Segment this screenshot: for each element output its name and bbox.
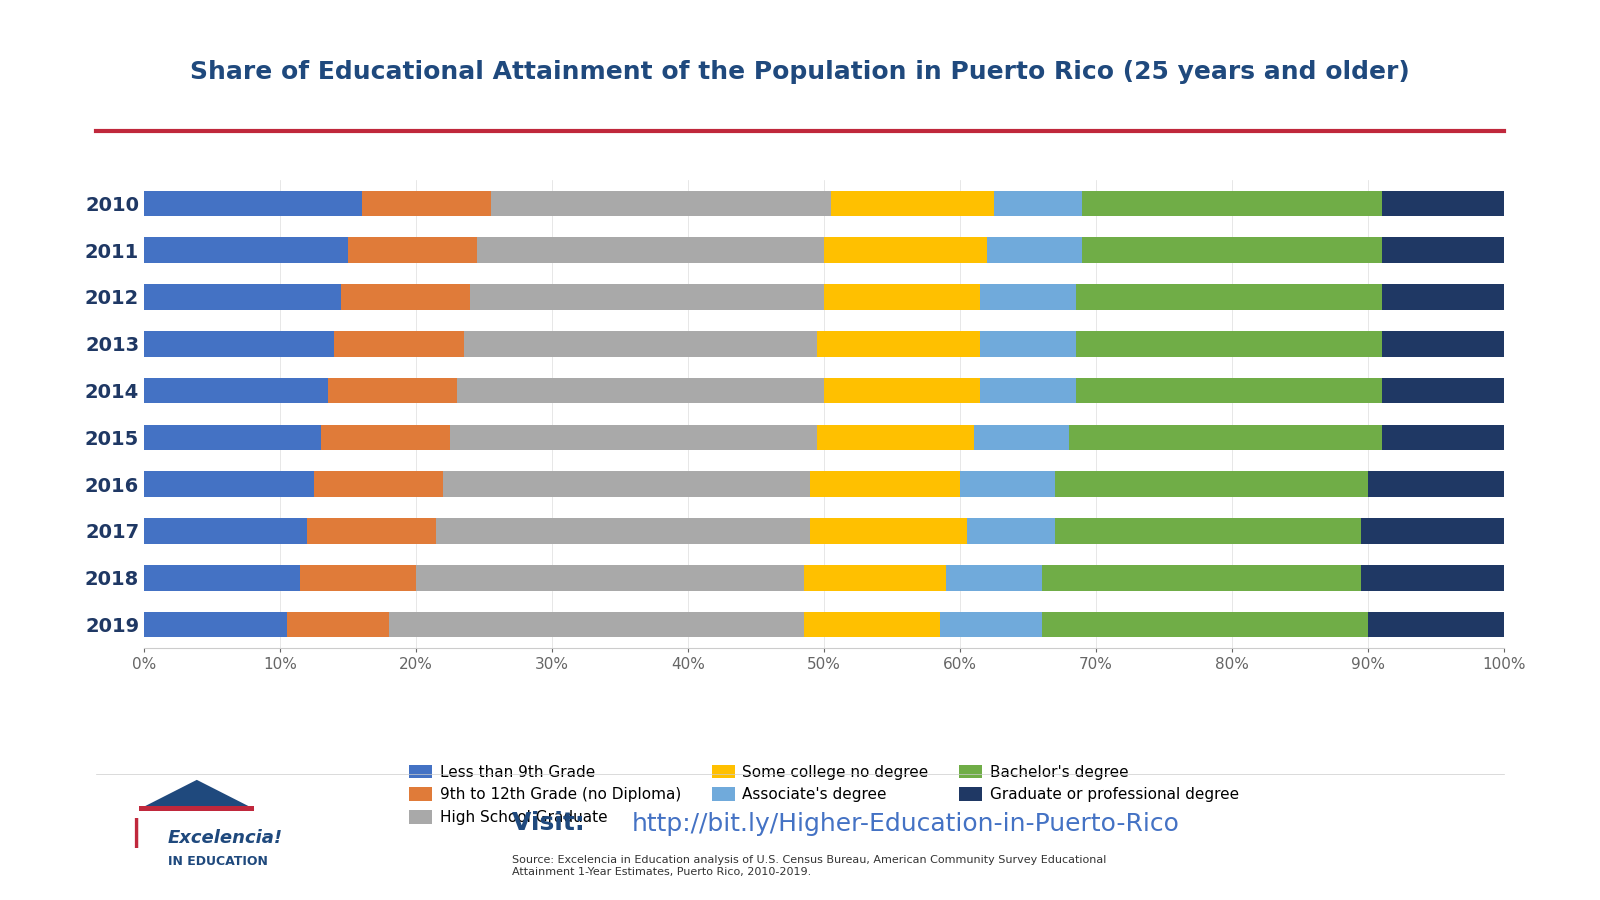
Bar [144, 284, 341, 310]
Bar [987, 238, 1082, 263]
Bar [1075, 331, 1381, 356]
Bar [1083, 191, 1382, 216]
Bar [144, 238, 349, 263]
Bar [1042, 565, 1362, 590]
Text: IN EDUCATION: IN EDUCATION [168, 855, 267, 868]
Bar [810, 472, 960, 497]
Bar [144, 425, 320, 450]
Bar [320, 425, 450, 450]
Bar [1381, 191, 1504, 216]
Bar [830, 191, 994, 216]
Bar [139, 806, 254, 812]
Bar [824, 238, 987, 263]
Bar [144, 518, 307, 544]
Bar [1075, 378, 1381, 403]
Bar [477, 238, 824, 263]
Bar [1381, 425, 1504, 450]
Bar [1368, 472, 1504, 497]
Bar [144, 472, 314, 497]
Legend: Less than 9th Grade, 9th to 12th Grade (no Diploma), High School Graduate, Some : Less than 9th Grade, 9th to 12th Grade (… [403, 759, 1245, 832]
Bar [301, 565, 416, 590]
Bar [362, 191, 491, 216]
Text: Source: Excelencia in Education analysis of U.S. Census Bureau, American Communi: Source: Excelencia in Education analysis… [512, 855, 1106, 877]
Bar [1362, 565, 1504, 590]
Bar [824, 378, 981, 403]
Text: Visit:: Visit: [512, 812, 594, 835]
Bar [341, 284, 470, 310]
Bar [994, 191, 1083, 216]
Bar [1381, 378, 1504, 403]
Bar [464, 331, 818, 356]
Bar [981, 378, 1075, 403]
Bar [450, 425, 818, 450]
Bar [973, 425, 1069, 450]
Bar [1381, 284, 1504, 310]
Bar [1069, 425, 1381, 450]
Bar [307, 518, 437, 544]
Bar [458, 378, 824, 403]
Text: Excelencia!: Excelencia! [168, 830, 283, 848]
Bar [286, 612, 389, 637]
Bar [810, 518, 966, 544]
Bar [1075, 284, 1381, 310]
Bar [349, 238, 477, 263]
Bar [144, 565, 301, 590]
Text: http://bit.ly/Higher-Education-in-Puerto-Rico: http://bit.ly/Higher-Education-in-Puerto… [632, 812, 1179, 835]
Bar [437, 518, 810, 544]
Bar [803, 612, 939, 637]
Bar [1054, 518, 1362, 544]
Bar [981, 331, 1075, 356]
Bar [144, 612, 286, 637]
Bar [803, 565, 947, 590]
Bar [981, 284, 1075, 310]
Bar [314, 472, 443, 497]
Text: Share of Educational Attainment of the Population in Puerto Rico (25 years and o: Share of Educational Attainment of the P… [190, 60, 1410, 84]
Bar [389, 612, 803, 637]
Bar [960, 472, 1056, 497]
Bar [824, 284, 981, 310]
Bar [947, 565, 1042, 590]
Bar [1362, 518, 1504, 544]
Bar [1381, 331, 1504, 356]
Bar [1054, 472, 1368, 497]
Bar [144, 331, 334, 356]
Bar [491, 191, 830, 216]
Polygon shape [139, 779, 254, 809]
Bar [939, 612, 1042, 637]
Bar [328, 378, 458, 403]
Bar [443, 472, 810, 497]
Bar [966, 518, 1056, 544]
Bar [1042, 612, 1368, 637]
Bar [1083, 238, 1382, 263]
Bar [1368, 612, 1504, 637]
Bar [470, 284, 824, 310]
Bar [818, 425, 973, 450]
Text: |: | [131, 817, 142, 848]
Bar [416, 565, 803, 590]
Bar [334, 331, 464, 356]
Bar [144, 378, 328, 403]
Bar [818, 331, 981, 356]
Bar [1381, 238, 1504, 263]
Bar [144, 191, 362, 216]
